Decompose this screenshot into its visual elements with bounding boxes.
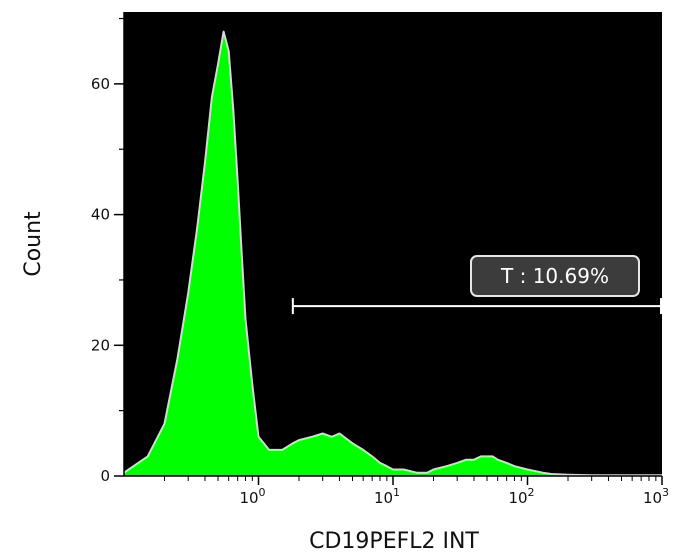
y-tick-label: 20 bbox=[91, 336, 110, 354]
histogram-layer bbox=[123, 30, 662, 477]
histogram-area bbox=[124, 31, 662, 476]
histogram-outline bbox=[123, 30, 662, 477]
x-tick-label: 102 bbox=[508, 486, 534, 507]
axis-layer: 0 20 40 60 100 101 102 103 bbox=[91, 12, 669, 507]
x-tick-label: 100 bbox=[239, 486, 265, 507]
x-tick-label: 101 bbox=[374, 486, 400, 507]
gate-layer: T : 10.69% bbox=[291, 255, 662, 315]
y-tick-label: 60 bbox=[91, 75, 110, 93]
gate-label-box bbox=[470, 255, 640, 297]
gate-label: T : 10.69% bbox=[500, 264, 609, 288]
y-axis-title: Count bbox=[21, 211, 46, 277]
x-axis-title: CD19PEFL2 INT bbox=[309, 529, 479, 553]
x-tick-label: 103 bbox=[643, 486, 669, 507]
y-tick-label: 40 bbox=[91, 206, 110, 224]
y-tick-label: 0 bbox=[100, 467, 110, 485]
